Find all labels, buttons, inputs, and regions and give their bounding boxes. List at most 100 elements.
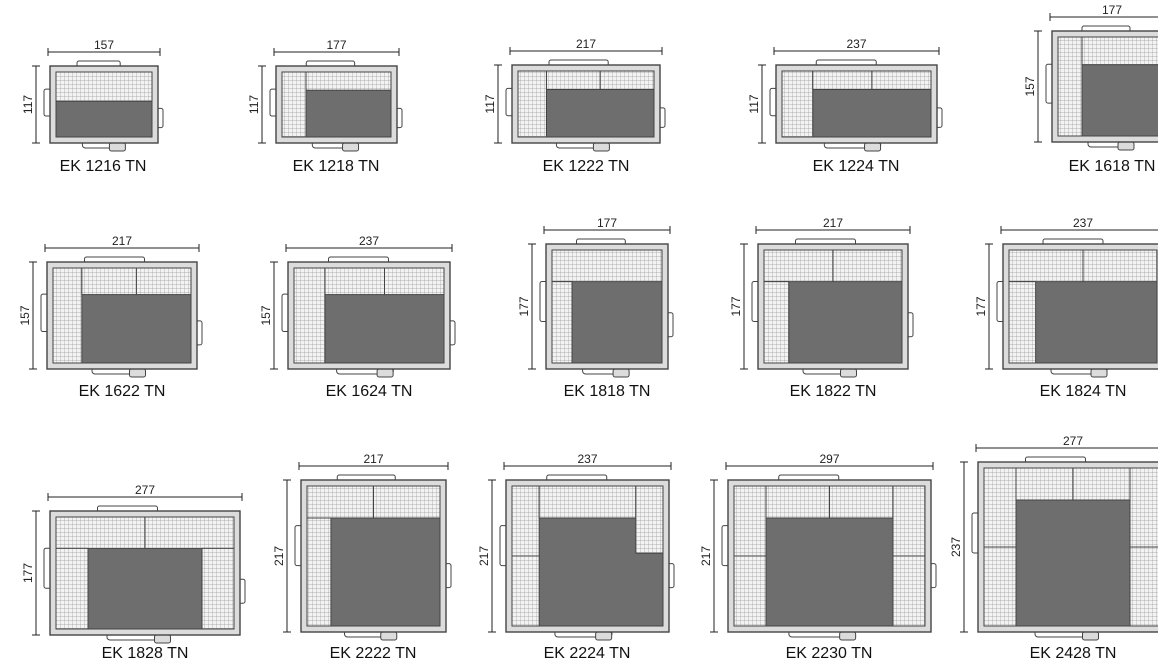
bench-panel [1072,467,1131,501]
depth-dimension-label: 177 [21,563,35,583]
bench-panel [551,281,573,364]
bench-panel [306,485,374,519]
width-dimension-label: 177 [1102,3,1122,17]
floorplan-3: 237 117 [747,37,943,152]
floorplan-9: 237 177 [974,216,1158,378]
bench-panel [538,485,637,519]
depth-dimension-label: 237 [949,537,963,557]
bench-panel [892,555,926,627]
depth-dimension-label: 117 [247,95,261,114]
width-dimension-label: 217 [112,234,132,248]
floorplan-6: 237 157 [259,234,456,378]
plan-caption: EK 2222 TN [329,645,417,662]
bench-panel [763,249,834,283]
floorplan-5: 217 157 [18,234,203,378]
plan-caption: EK 1216 TN [59,158,147,175]
bench-panel [517,70,547,138]
width-dimension-label: 217 [823,216,843,230]
door-handle [108,142,126,152]
width-dimension-label: 217 [363,452,383,466]
floorplan-0: 157 117 [21,38,164,152]
bench-panel [201,547,235,630]
bench-panel [1081,36,1158,66]
width-dimension-label: 297 [819,452,839,466]
bench-panel [55,71,153,102]
depth-dimension-label: 117 [747,94,761,113]
door-handle [342,142,360,152]
width-dimension-label: 277 [1063,434,1083,448]
depth-dimension-label: 117 [21,95,35,114]
bench-panel [81,267,137,296]
floorplan-4: 177 157 [1023,3,1158,151]
bench-panel [781,70,814,138]
bench-panel [511,555,540,627]
width-dimension-label: 237 [1073,216,1093,230]
bench-panel [871,70,932,90]
depth-dimension-label: 177 [517,296,531,316]
plan-caption: EK 1622 TN [78,383,166,400]
floorplan-1: 177 117 [247,38,403,152]
depth-dimension-label: 117 [483,94,497,113]
bench-panel [281,71,307,138]
bench-panel [765,485,830,519]
plan-caption: EK 1624 TN [325,383,413,400]
bench-panel [635,485,664,554]
bench-panel [599,70,655,90]
plan-caption: EK 1218 TN [292,158,380,175]
width-dimension-label: 237 [359,234,379,248]
floorplan-2: 217 117 [483,37,666,152]
plan-caption: EK 2230 TN [785,645,873,662]
bench-panel [1008,281,1037,364]
floorplan-14: 277 237 [949,434,1158,641]
depth-dimension-label: 157 [259,305,273,325]
plan-caption: EK 1222 TN [542,158,630,175]
bench-panel [983,546,1017,627]
bench-panel [144,516,235,549]
bench-panel [52,267,83,364]
floorplan-11: 217 217 [272,452,452,641]
width-dimension-label: 277 [135,483,155,497]
depth-dimension-label: 217 [477,546,491,566]
bench-panel [733,485,767,557]
width-dimension-label: 177 [326,38,346,52]
door-handle [839,631,857,641]
bench-panel [305,71,392,91]
door-handle [592,142,610,152]
floorplan-10: 277 177 [21,483,246,644]
bench-panel [1129,467,1158,548]
bench-panel [892,485,926,557]
bench-panel [812,70,873,90]
bench-panel [551,249,663,283]
bench-panel [829,485,894,519]
floorplan-8: 217 177 [729,216,914,378]
depth-dimension-label: 157 [18,305,32,325]
bench-panel [545,70,601,90]
bench-panel [1082,249,1158,283]
plan-caption: EK 1224 TN [812,158,900,175]
bench-panel [384,267,445,296]
plan-caption: EK 2224 TN [543,645,631,662]
width-dimension-label: 157 [94,38,114,52]
door-handle [864,142,882,152]
door-handle [1117,141,1135,151]
depth-dimension-label: 217 [272,546,286,566]
bench-panel [1008,249,1084,283]
bench-panel [1015,467,1074,501]
plan-caption: EK 2428 TN [1029,645,1117,662]
bench-panel [983,467,1017,548]
plan-caption: EK 1828 TN [101,645,189,662]
door-handle [840,368,857,378]
door-handle [612,368,630,378]
bench-panel [763,281,790,364]
bench-panel [135,267,192,296]
depth-dimension-label: 177 [974,296,988,316]
bench-panel [511,485,540,557]
door-handle [154,634,171,644]
bench-panel [832,249,903,283]
door-handle [1082,631,1099,641]
width-dimension-label: 217 [576,37,596,51]
floorplan-13: 297 217 [699,452,937,641]
width-dimension-label: 237 [577,452,597,466]
bench-panel [324,267,385,296]
depth-dimension-label: 157 [1023,76,1037,96]
